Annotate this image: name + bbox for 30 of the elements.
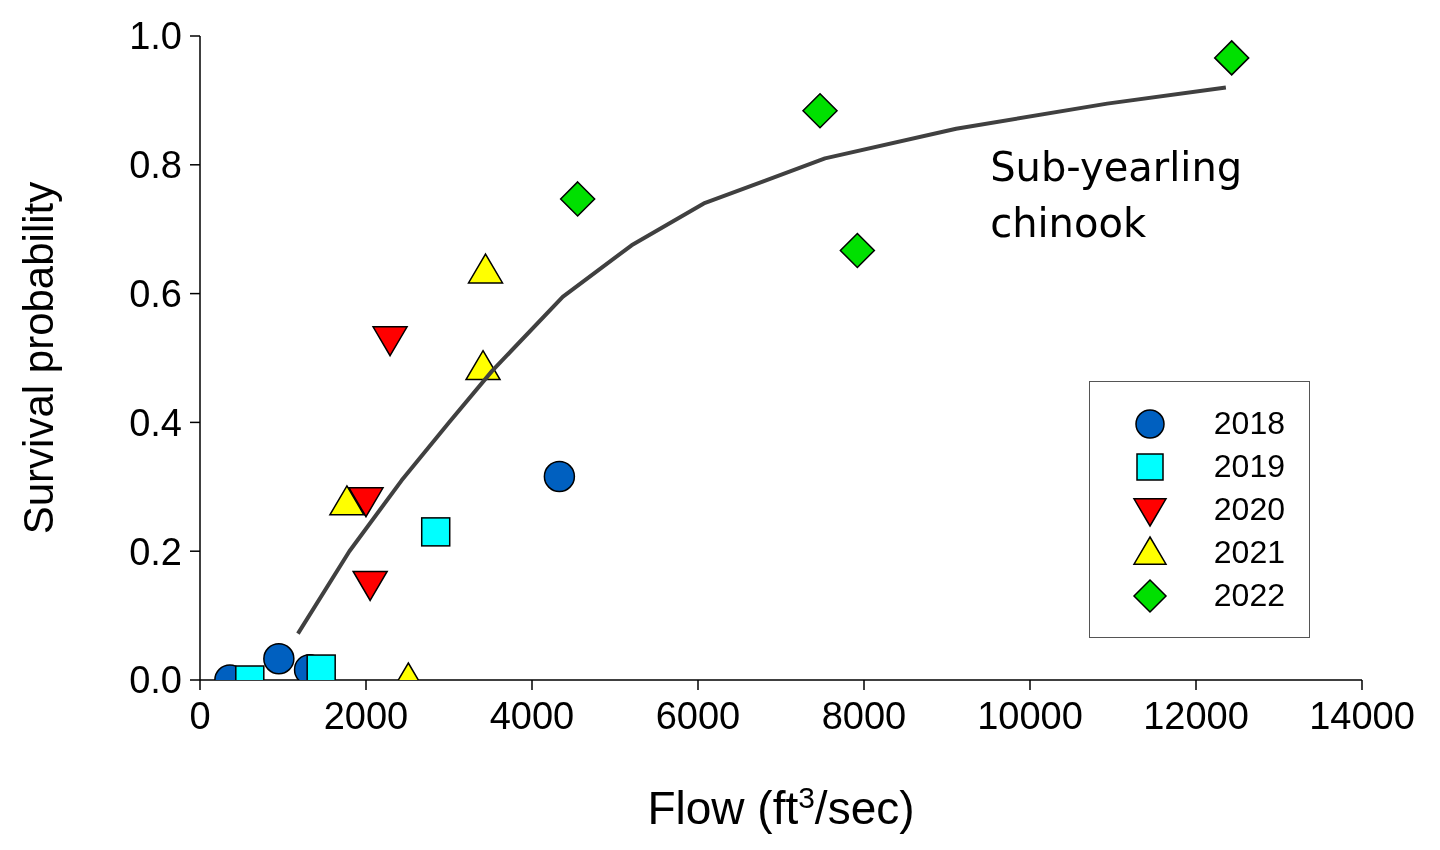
point xyxy=(802,92,838,129)
x-tick-label: 6000 xyxy=(655,694,741,737)
y-axis-title: Survival probability xyxy=(14,181,62,535)
x-tick-label: 0 xyxy=(189,694,211,737)
point xyxy=(839,232,876,269)
point xyxy=(467,253,504,284)
x-axis-title: Flow (ft$^{3}$/sec) xyxy=(647,780,915,834)
legend-label: 2020 xyxy=(1213,491,1285,528)
y-tick-label: 0.6 xyxy=(129,273,182,316)
y-tick-label: 0.2 xyxy=(129,530,182,573)
legend-label: 2018 xyxy=(1213,405,1285,442)
point xyxy=(329,485,365,516)
legend-label: 2021 xyxy=(1213,534,1285,571)
y-tick-label: 0.0 xyxy=(129,659,182,702)
x-tick-label: 10000 xyxy=(977,694,1083,737)
point xyxy=(543,460,576,493)
y-tick-label: 1.0 xyxy=(129,15,182,58)
y-tick-label: 0.8 xyxy=(129,144,182,187)
x-tick-label: 8000 xyxy=(821,694,907,737)
x-tick-label: 2000 xyxy=(323,694,409,737)
annotation: Sub-yearling chinook xyxy=(990,143,1244,249)
legend-label: 2022 xyxy=(1213,577,1285,614)
x-tick-label: 4000 xyxy=(489,694,575,737)
point xyxy=(420,517,451,547)
y-tick-label: 0.4 xyxy=(129,401,182,444)
legend-label: 2019 xyxy=(1213,448,1285,485)
point xyxy=(559,181,596,217)
x-tick-label: 12000 xyxy=(1143,694,1249,737)
x-tick-label: 14000 xyxy=(1309,694,1415,737)
point xyxy=(1213,40,1250,76)
